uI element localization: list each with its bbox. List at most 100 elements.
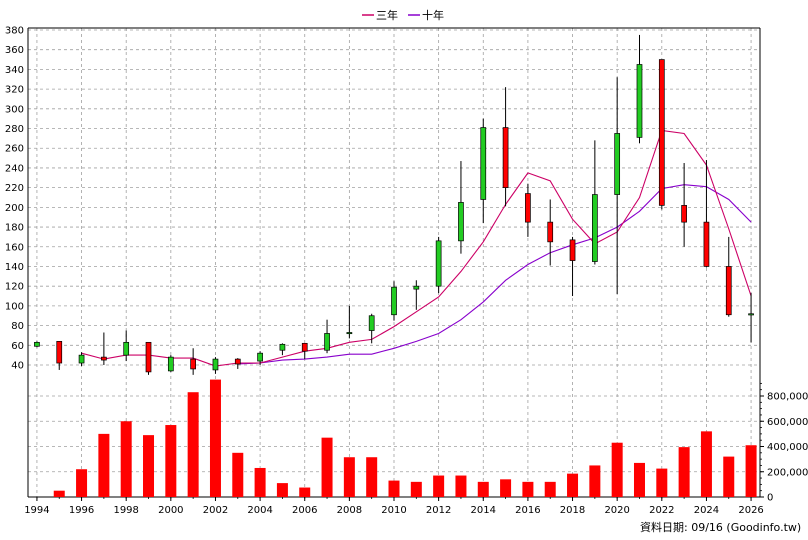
- x-tick-label: 2002: [203, 505, 228, 516]
- candle: [480, 118, 487, 224]
- candle-body: [480, 127, 487, 200]
- volume-bar: [366, 457, 378, 497]
- footer-date: 資料日期: 09/16 (Goodinfo.tw): [640, 520, 801, 534]
- candle-body: [703, 221, 710, 267]
- x-tick-label: 2026: [738, 505, 763, 516]
- x-tick-label: 1994: [24, 505, 49, 516]
- candle: [525, 183, 531, 237]
- x-tick-label: 2016: [515, 505, 540, 516]
- x-tick-label: 1998: [113, 505, 138, 516]
- candle: [725, 236, 732, 317]
- candle-body: [101, 356, 107, 361]
- volume-bar: [745, 445, 757, 497]
- candle: [346, 305, 353, 339]
- price-tick-label: 360: [5, 45, 24, 56]
- volume-bar: [723, 456, 735, 497]
- candle-body: [279, 343, 286, 351]
- candle: [212, 357, 219, 374]
- candle-body: [167, 356, 174, 372]
- volume-bar: [388, 480, 400, 497]
- price-tick-label: 300: [5, 104, 24, 115]
- candle: [502, 87, 509, 207]
- candle: [636, 34, 643, 144]
- candle: [658, 59, 665, 210]
- volume-bar: [700, 431, 712, 497]
- price-tick-label: 180: [5, 223, 24, 234]
- price-tick-label: 280: [5, 124, 24, 135]
- candle-body: [257, 352, 263, 362]
- volume-bar: [187, 392, 199, 497]
- volume-bar: [165, 425, 177, 497]
- candle: [123, 330, 130, 362]
- x-tick-label: 2014: [471, 505, 496, 516]
- volume-bar: [143, 435, 155, 497]
- x-tick-label: 2004: [247, 505, 272, 516]
- candle: [614, 77, 621, 295]
- candle-body: [346, 332, 353, 335]
- volume-bar: [254, 467, 266, 497]
- price-tick-label: 100: [5, 301, 24, 312]
- candle-body: [636, 64, 643, 138]
- price-tick-label: 120: [5, 282, 24, 293]
- volume-bar: [678, 447, 690, 497]
- volume-bar: [567, 473, 579, 497]
- x-tick-label: 2018: [560, 505, 585, 516]
- volume-bar: [656, 468, 668, 497]
- volume-bar: [53, 490, 65, 497]
- volume-bar: [98, 433, 110, 497]
- candle: [301, 342, 308, 360]
- candle: [413, 280, 420, 310]
- candle: [101, 332, 107, 365]
- candle-body: [614, 133, 621, 195]
- candle: [547, 199, 554, 266]
- volume-bar: [343, 457, 355, 497]
- candle: [391, 281, 397, 321]
- candle-body: [681, 205, 687, 223]
- volume-bar: [477, 481, 489, 497]
- candle: [324, 319, 330, 354]
- price-tick-label: 60: [11, 341, 24, 352]
- price-tick-label: 40: [11, 361, 24, 372]
- moving-average-lines: [81, 129, 752, 367]
- volume-bars: [53, 379, 757, 497]
- candle: [279, 343, 286, 356]
- price-tick-label: 240: [5, 163, 24, 174]
- candle-body: [234, 358, 241, 365]
- candle: [56, 341, 63, 370]
- volume-tick-label: 200,000: [767, 467, 808, 478]
- x-tick-label: 2008: [337, 505, 362, 516]
- candle-body: [658, 59, 665, 206]
- volume-bar: [209, 379, 221, 497]
- volume-bar: [321, 437, 333, 497]
- price-tick-label: 200: [5, 203, 24, 214]
- candle: [681, 163, 687, 247]
- price-tick-label: 340: [5, 65, 24, 76]
- price-tick-label: 320: [5, 85, 24, 96]
- candle-body: [368, 315, 375, 331]
- volume-tick-label: 0: [767, 493, 773, 504]
- candle-body: [748, 313, 754, 316]
- volume-bar: [276, 483, 288, 497]
- candle: [190, 348, 196, 375]
- candle-body: [123, 341, 130, 356]
- price-tick-label: 80: [11, 321, 24, 332]
- candle-body: [324, 333, 330, 351]
- candle: [34, 341, 40, 348]
- candle-body: [569, 239, 576, 261]
- price-axis: 40 60 80 100 120 140 160 180 200 220 240 260 280 300 3…: [5, 26, 24, 372]
- volume-bar: [500, 479, 512, 497]
- x-tick-label: 2012: [426, 505, 451, 516]
- candle-body: [592, 194, 598, 262]
- x-tick-label: 2024: [694, 505, 719, 516]
- candle: [78, 352, 85, 366]
- candle-body: [212, 358, 219, 371]
- ma-ten-year-line: [237, 184, 752, 365]
- candle: [368, 313, 375, 344]
- x-axis: 1994 1996 1998 2000 2002 2004 2006 2008 2010 2012…: [24, 497, 764, 516]
- volume-axis: 0 200,000 400,000 600,000 800,000: [760, 382, 808, 504]
- candle-body: [547, 221, 554, 243]
- candle: [569, 236, 576, 297]
- candle: [703, 160, 710, 268]
- x-tick-label: 2020: [604, 505, 629, 516]
